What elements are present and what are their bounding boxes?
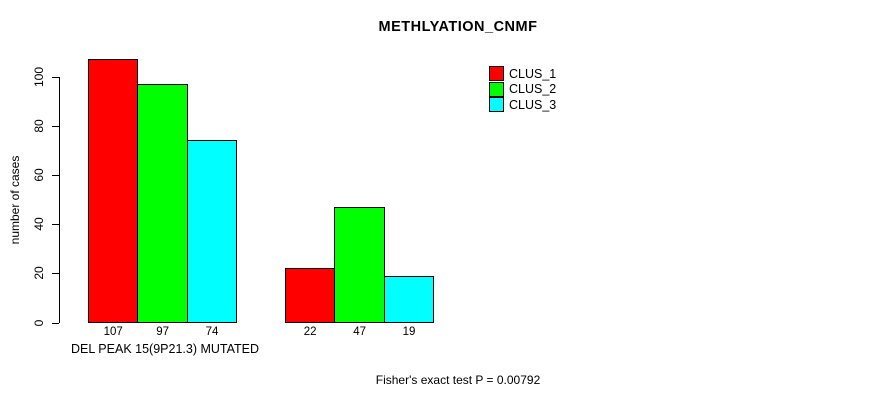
bar-clus_2-group1 [137, 83, 188, 324]
bar-value-label: 47 [353, 326, 366, 338]
chart-title: METHLYATION_CNMF [378, 19, 538, 35]
legend-item-clus_3: CLUS_3 [489, 97, 556, 113]
y-axis-line [59, 77, 60, 323]
bar-clus_3-group2 [383, 275, 435, 324]
legend: CLUS_1 CLUS_2 CLUS_3 [489, 66, 556, 113]
bar-value-label: 97 [156, 326, 169, 338]
y-tick-mark [52, 224, 59, 226]
bar-value-label: 19 [402, 326, 416, 338]
bar-value-label: 22 [303, 326, 317, 338]
legend-label: CLUS_1 [509, 66, 557, 81]
y-tick-label: 100 [32, 66, 46, 87]
y-axis-label: number of cases [8, 155, 22, 245]
y-tick-mark [52, 273, 59, 275]
y-tick-label: 20 [32, 266, 46, 280]
legend-item-clus_1: CLUS_1 [489, 66, 556, 82]
bar-clus_1-group2 [285, 268, 336, 324]
legend-swatch-icon [489, 66, 504, 82]
y-tick-label: 60 [32, 168, 46, 182]
bar-clus_3-group1 [186, 140, 238, 324]
annotation-text: Fisher's exact test P = 0.00792 [375, 373, 541, 387]
legend-swatch-icon [489, 81, 504, 97]
y-tick-label: 0 [32, 319, 46, 326]
y-tick-label: 80 [32, 119, 46, 133]
bar-clus_2-group2 [334, 206, 385, 324]
y-tick-label: 40 [32, 217, 46, 231]
bar-value-label: 107 [103, 326, 123, 338]
y-tick-mark [52, 76, 59, 78]
y-tick-mark [52, 322, 59, 324]
legend-label: CLUS_3 [509, 97, 557, 112]
x-axis-group-label: DEL PEAK 15(9P21.3) MUTATED [70, 342, 260, 356]
bar-value-label: 74 [205, 326, 219, 338]
legend-item-clus_2: CLUS_2 [489, 81, 557, 98]
bar-clus_1-group1 [88, 59, 139, 324]
y-tick-mark [52, 125, 59, 127]
legend-swatch-icon [489, 97, 504, 113]
legend-label: CLUS_2 [509, 82, 557, 97]
y-tick-mark [52, 174, 59, 176]
